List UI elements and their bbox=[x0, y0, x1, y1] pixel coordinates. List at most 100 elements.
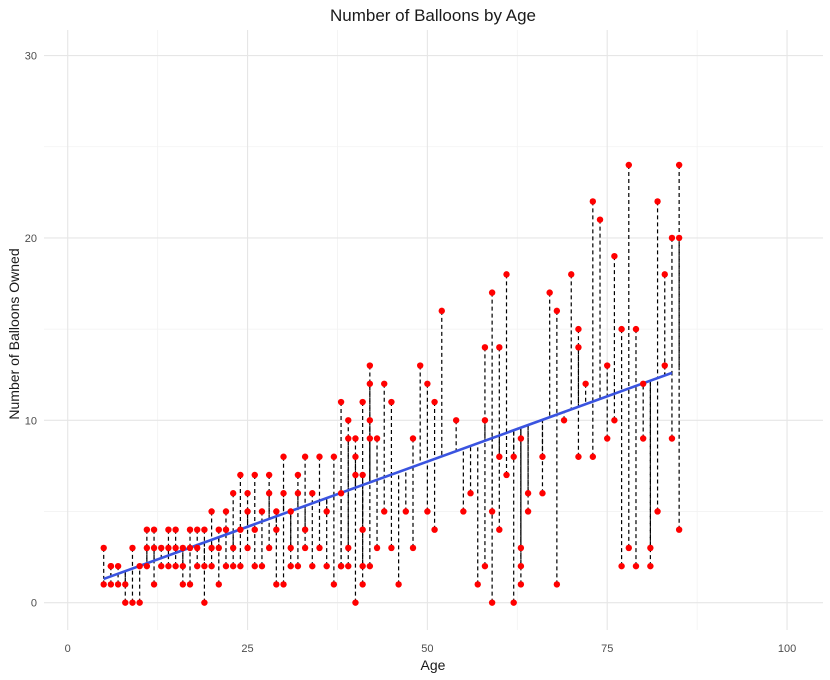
data-point bbox=[654, 508, 661, 515]
data-point bbox=[179, 544, 187, 552]
x-tick-label: 25 bbox=[241, 643, 253, 655]
data-point bbox=[244, 490, 251, 497]
data-point bbox=[337, 562, 345, 570]
data-point bbox=[208, 508, 215, 515]
data-point bbox=[661, 362, 668, 369]
data-point bbox=[575, 325, 582, 333]
data-point bbox=[553, 581, 561, 588]
residual-lines bbox=[103, 164, 680, 603]
data-point bbox=[158, 544, 165, 552]
y-axis-title: Number of Balloons Owned bbox=[6, 248, 22, 419]
data-point bbox=[172, 562, 179, 570]
data-point bbox=[481, 562, 489, 570]
data-point bbox=[337, 398, 345, 406]
data-point bbox=[229, 544, 237, 552]
data-point bbox=[150, 526, 158, 533]
data-point bbox=[122, 581, 129, 588]
data-point bbox=[373, 544, 381, 552]
data-point bbox=[186, 526, 194, 533]
data-point bbox=[244, 508, 251, 515]
data-point bbox=[488, 289, 496, 296]
data-point bbox=[208, 562, 215, 570]
data-point bbox=[136, 562, 143, 570]
data-point bbox=[510, 453, 517, 460]
data-point bbox=[100, 581, 107, 588]
data-point bbox=[179, 562, 187, 570]
data-point bbox=[359, 398, 366, 406]
data-point bbox=[294, 490, 302, 497]
data-point bbox=[625, 161, 632, 169]
data-point bbox=[208, 544, 215, 552]
data-points bbox=[100, 161, 683, 606]
data-point bbox=[114, 581, 122, 588]
data-point bbox=[604, 435, 611, 442]
data-point bbox=[179, 581, 187, 588]
data-point bbox=[553, 307, 561, 315]
data-point bbox=[201, 599, 208, 606]
chart-title: Number of Balloons by Age bbox=[330, 6, 536, 25]
data-point bbox=[675, 161, 683, 169]
data-point bbox=[488, 508, 496, 515]
data-point bbox=[517, 581, 525, 588]
data-point bbox=[359, 526, 366, 533]
data-point bbox=[265, 544, 273, 552]
data-point bbox=[604, 362, 611, 369]
data-point bbox=[237, 471, 244, 479]
data-point bbox=[661, 271, 668, 278]
data-point bbox=[568, 271, 575, 278]
data-point bbox=[460, 508, 467, 515]
data-point bbox=[639, 435, 647, 442]
data-point bbox=[618, 325, 625, 333]
data-point bbox=[352, 435, 359, 442]
data-point bbox=[503, 271, 510, 278]
data-point bbox=[345, 417, 352, 424]
data-point bbox=[136, 599, 143, 606]
data-point bbox=[366, 435, 374, 442]
data-point bbox=[222, 562, 230, 570]
data-point bbox=[388, 544, 395, 552]
data-point bbox=[287, 562, 294, 570]
data-point bbox=[316, 544, 323, 552]
data-point bbox=[647, 544, 654, 552]
data-point bbox=[359, 562, 366, 570]
data-point bbox=[150, 544, 158, 552]
data-point bbox=[215, 526, 222, 533]
data-point bbox=[352, 599, 359, 606]
data-point bbox=[186, 544, 194, 552]
data-point bbox=[611, 252, 618, 260]
data-point bbox=[265, 471, 273, 479]
data-point bbox=[452, 417, 460, 424]
data-point bbox=[366, 417, 374, 424]
data-point bbox=[539, 490, 546, 497]
data-point bbox=[172, 544, 179, 552]
data-point bbox=[280, 453, 287, 460]
data-point bbox=[582, 380, 589, 387]
data-point bbox=[201, 562, 208, 570]
data-point bbox=[524, 490, 532, 497]
data-point bbox=[244, 544, 251, 552]
data-point bbox=[467, 490, 474, 497]
data-point bbox=[474, 581, 481, 588]
data-point bbox=[287, 544, 294, 552]
data-point bbox=[589, 198, 597, 205]
data-point bbox=[517, 562, 525, 570]
data-point bbox=[229, 562, 237, 570]
data-point bbox=[345, 435, 352, 442]
data-point bbox=[359, 581, 366, 588]
data-point bbox=[496, 453, 503, 460]
data-point bbox=[589, 453, 597, 460]
data-point bbox=[388, 398, 395, 406]
data-point bbox=[596, 216, 604, 223]
data-point bbox=[481, 344, 489, 351]
data-point bbox=[194, 562, 201, 570]
data-point bbox=[129, 599, 136, 606]
data-point bbox=[632, 562, 640, 570]
data-point bbox=[575, 453, 582, 460]
data-point bbox=[618, 562, 625, 570]
data-point bbox=[100, 544, 107, 552]
data-point bbox=[323, 508, 330, 515]
data-point bbox=[381, 508, 388, 515]
data-point bbox=[438, 307, 445, 315]
data-point bbox=[215, 544, 222, 552]
data-point bbox=[273, 508, 280, 515]
